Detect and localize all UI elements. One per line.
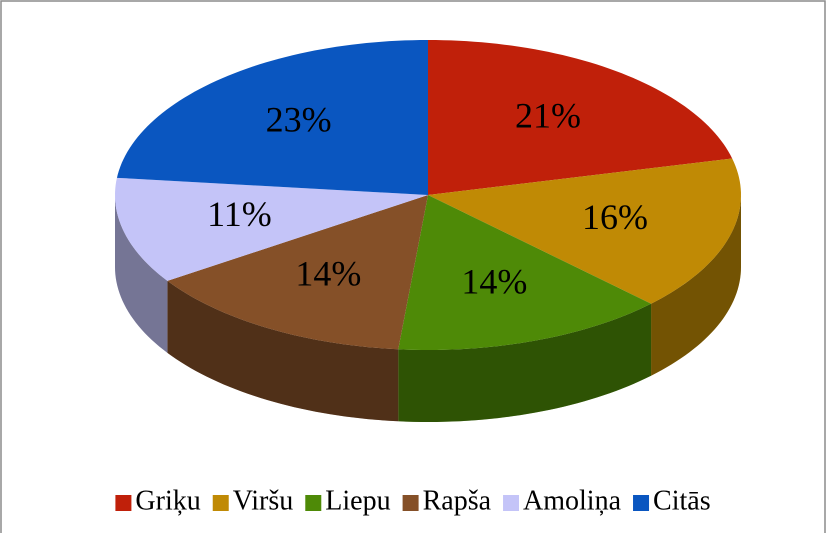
slice-side: [115, 195, 168, 353]
legend-swatch: [305, 495, 322, 511]
legend-swatch: [633, 495, 650, 511]
data-label: 14%: [461, 262, 527, 302]
slice-side: [167, 280, 399, 422]
slice: [398, 195, 652, 350]
slice-side-shade: [167, 280, 399, 422]
legend-label: Citās: [653, 485, 711, 516]
legend-swatch: [115, 495, 132, 511]
slice: [115, 177, 428, 281]
slice-side-shade: [115, 195, 168, 353]
data-label: 14%: [295, 254, 361, 294]
legend-label: Liepu: [325, 485, 390, 516]
slice-side: [651, 195, 741, 376]
data-label: 11%: [207, 194, 272, 234]
slice-side-shade: [398, 303, 652, 422]
slice-side: [398, 303, 652, 422]
slice: [167, 195, 428, 350]
data-label: 16%: [582, 197, 648, 237]
data-label: 23%: [266, 100, 332, 140]
slice: [428, 158, 741, 304]
data-label: 21%: [515, 96, 581, 136]
legend-label: Rapša: [423, 485, 492, 516]
slice-side-shade: [651, 195, 741, 376]
slice: [116, 40, 428, 195]
legend-swatch: [212, 495, 229, 511]
legend-label: Griķu: [135, 485, 200, 516]
slice: [428, 40, 733, 195]
legend-swatch: [402, 495, 419, 511]
legend-label: Viršu: [233, 485, 294, 516]
legend-label: Amoliņa: [523, 485, 622, 516]
legend-swatch: [503, 495, 520, 511]
